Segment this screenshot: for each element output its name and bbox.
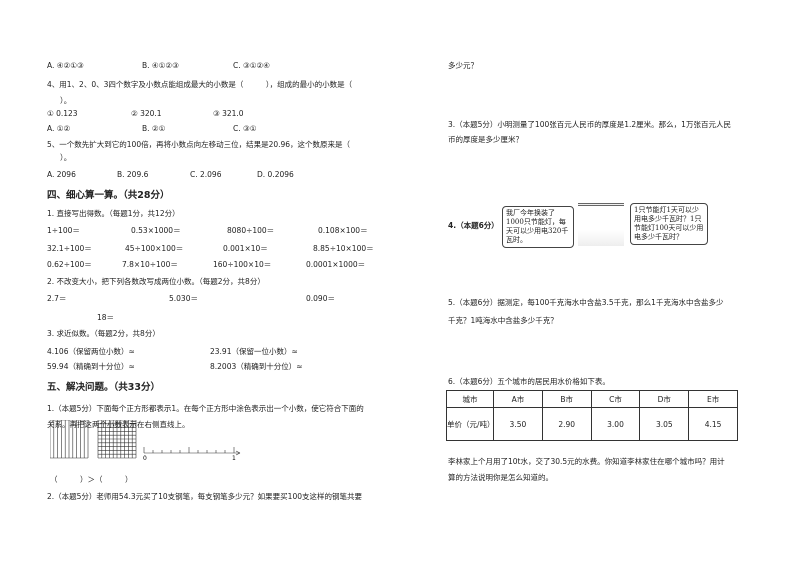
water-price-table: 城市 A市 B市 C市 D市 E市 单价（元/吨） 3.50 2.90 3.00 3.05 4.15	[446, 390, 738, 441]
figure-squares-numberline: 0 1	[50, 420, 241, 462]
illustration-people	[578, 203, 624, 246]
question: 李林家上个月用了10t水，交了30.5元的水费。你知道李林家住在哪个城市吗？用计	[448, 457, 725, 466]
question-label: 4.（本题6分）	[448, 221, 499, 230]
option: B. ②①	[142, 124, 166, 133]
question-cont: ）。	[60, 153, 72, 162]
section-4-title: 四、细心算一算。（共28分）	[47, 190, 170, 201]
number-line	[143, 447, 241, 456]
question: 千克？1吨海水中含盐多少千克？	[448, 316, 558, 325]
question: 5.（本题6分）据测定，每100千克海水中含盐3.5千克，那么1千克海水中含盐多…	[448, 298, 724, 307]
calc: 45÷100×100＝	[125, 244, 184, 253]
question: 6.（本题6分）五个城市的居民用水价格如下表。	[448, 377, 610, 386]
item: 23.91（保留一位小数）≈	[210, 347, 298, 356]
calc: 8.85÷10×100＝	[313, 244, 374, 253]
question: 关系。再把这两个小数表示在右侧直线上。	[47, 420, 190, 429]
option: C. 2.096	[190, 170, 222, 179]
cell: 4.15	[688, 407, 738, 441]
option: A. 2096	[47, 170, 76, 179]
question-4: 4、用1、2、0、3四个数字及小数点能组成最大的小数是（ ），组成的最小的小数是…	[47, 80, 353, 89]
header-cell: C市	[590, 390, 641, 408]
question-5: 5、一个数先扩大到它的100倍，再将小数点向左移动三位，结果是20.96，这个数…	[47, 140, 351, 149]
calc: 0.108×100＝	[318, 226, 368, 235]
option: B. 209.6	[117, 170, 149, 179]
square-hundredths	[97, 420, 137, 459]
cell: 3.05	[639, 407, 690, 441]
question-cont: ）。	[60, 96, 72, 105]
calc: 0.0001×1000＝	[306, 260, 366, 269]
item: ① 0.123	[47, 109, 78, 118]
cell: 2.90	[541, 407, 592, 441]
item: 5.030＝	[169, 294, 198, 303]
row-label: 单价（元/吨）	[446, 407, 495, 441]
calc: 0.62÷100＝	[47, 260, 92, 269]
header-cell: B市	[541, 390, 592, 408]
calc: 8080÷100＝	[227, 226, 275, 235]
numline-label-0: 0	[143, 455, 147, 462]
item: ② 320.1	[131, 109, 162, 118]
option: C. ③①	[233, 124, 257, 133]
header-cell: A市	[493, 390, 543, 408]
calc: 32.1÷100＝	[47, 244, 92, 253]
item: 8.2003（精确到十分位）≈	[210, 362, 303, 371]
item: 0.090＝	[306, 294, 335, 303]
calc: 1÷100＝	[47, 226, 80, 235]
cell: 3.00	[590, 407, 641, 441]
numline-label-1: 1	[232, 455, 236, 462]
subquestion: 1. 直接写出得数。（每题1分，共12分）	[47, 209, 180, 218]
section-5-title: 五、解决问题。（共33分）	[47, 382, 160, 393]
header-cell: E市	[688, 390, 738, 408]
question: 币的厚度是多少厘米？	[448, 135, 523, 144]
calc: 160÷100×10＝	[213, 260, 272, 269]
item: 4.106（保留两位小数）≈	[47, 347, 135, 356]
option: B. ④①②③	[142, 61, 179, 70]
comparison-blanks[interactable]: （ ）＞（ ）	[50, 475, 133, 484]
option: A. ④②①③	[47, 61, 84, 70]
question-cont: 多少元？	[448, 61, 478, 70]
item: 18＝	[97, 313, 115, 322]
square-tenths	[50, 420, 89, 459]
speech-bubble: 1只节能灯1天可以少用电多少千瓦时？1只节能灯100天可以少用电多少千瓦时？	[630, 203, 708, 245]
item: ③ 321.0	[213, 109, 244, 118]
item: 59.94（精确到十分位）≈	[47, 362, 135, 371]
cell: 3.50	[493, 407, 543, 441]
header-cell: D市	[639, 390, 690, 408]
option: A. ①②	[47, 124, 71, 133]
calc: 7.8×10÷100＝	[122, 260, 178, 269]
option: D. 0.2096	[257, 170, 294, 179]
subquestion: 2. 不改变大小，把下列各数改写成两位小数。（每题2分，共8分）	[47, 277, 265, 286]
item: 2.7＝	[47, 294, 67, 303]
question: 1.（本题5分）下面每个正方形都表示1。在每个正方形中涂色表示出一个小数，使它符…	[47, 404, 364, 413]
calc: 0.53×1000＝	[131, 226, 181, 235]
question: 3.（本题5分）小明测量了100张百元人民币的厚度是1.2厘米。那么，1万张百元…	[448, 120, 731, 129]
question: 2.（本题5分）老师用54.3元买了10支钢笔，每支钢笔多少元？如果要买100支…	[47, 492, 362, 501]
header-cell: 城市	[446, 390, 494, 408]
option: C. ③①②④	[233, 61, 270, 70]
calc: 0.001×10＝	[223, 244, 268, 253]
question: 算的方法说明你是怎么知道的。	[448, 473, 553, 482]
speech-bubble: 我厂今年换装了1000只节能灯，每天可以少用电320千瓦时。	[502, 206, 574, 248]
subquestion: 3. 求近似数。（每题2分，共8分）	[47, 329, 160, 338]
